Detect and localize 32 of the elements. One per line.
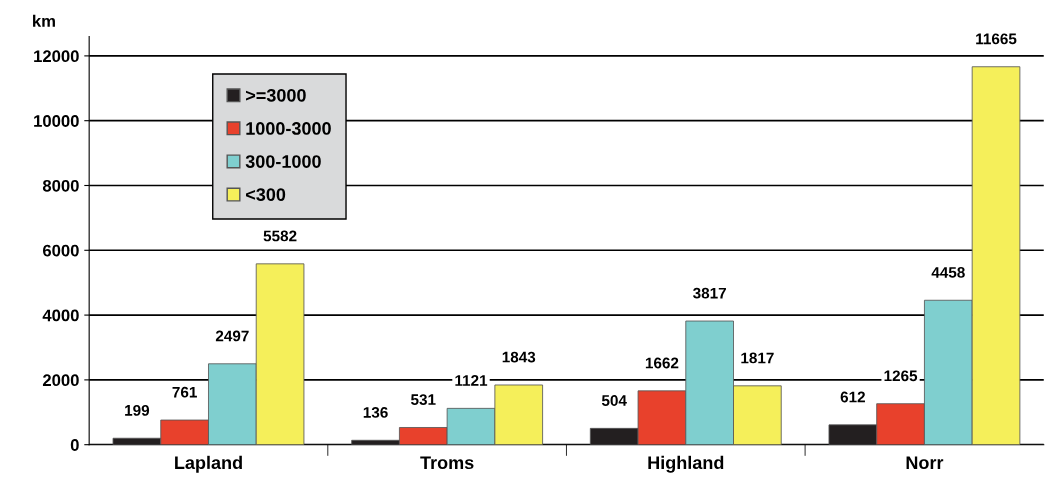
data-label: 4458 [931,266,965,278]
legend-label: <300 [246,188,286,202]
x-tick-label: Troms [420,456,474,470]
legend-label: 300-1000 [245,155,321,168]
data-label: 1817 [741,352,774,364]
data-label: 531 [411,394,436,406]
data-label: 5582 [263,230,297,242]
data-label: 1662 [645,357,679,369]
data-label: 1121 [455,375,488,386]
y-tick-label: 10000 [34,115,79,127]
y-tick-label: 0 [70,439,79,451]
data-label: 136 [363,407,388,418]
x-tick-label: Norr [906,456,944,470]
x-tick-label: Highland [648,455,724,473]
data-label: 504 [601,395,627,406]
data-label: 2497 [215,330,249,342]
y-tick-label: 12000 [34,50,79,63]
data-label: 199 [125,404,150,416]
x-tick-label: Lapland [175,455,242,473]
data-label: 761 [172,386,197,398]
data-label: 11665 [976,33,1017,45]
data-label: 1843 [502,351,536,363]
data-label: 3817 [693,287,726,299]
y-tick-label: 2000 [42,374,79,387]
legend-label: 1000-3000 [246,122,331,135]
legend-label: >=3000 [246,88,306,102]
y-tick-label: 8000 [42,179,79,192]
y-axis-title: km [33,14,55,27]
y-tick-label: 6000 [42,244,79,257]
data-label: 612 [840,391,865,403]
y-tick-label: 4000 [42,309,79,322]
data-label: 1265 [884,370,918,382]
